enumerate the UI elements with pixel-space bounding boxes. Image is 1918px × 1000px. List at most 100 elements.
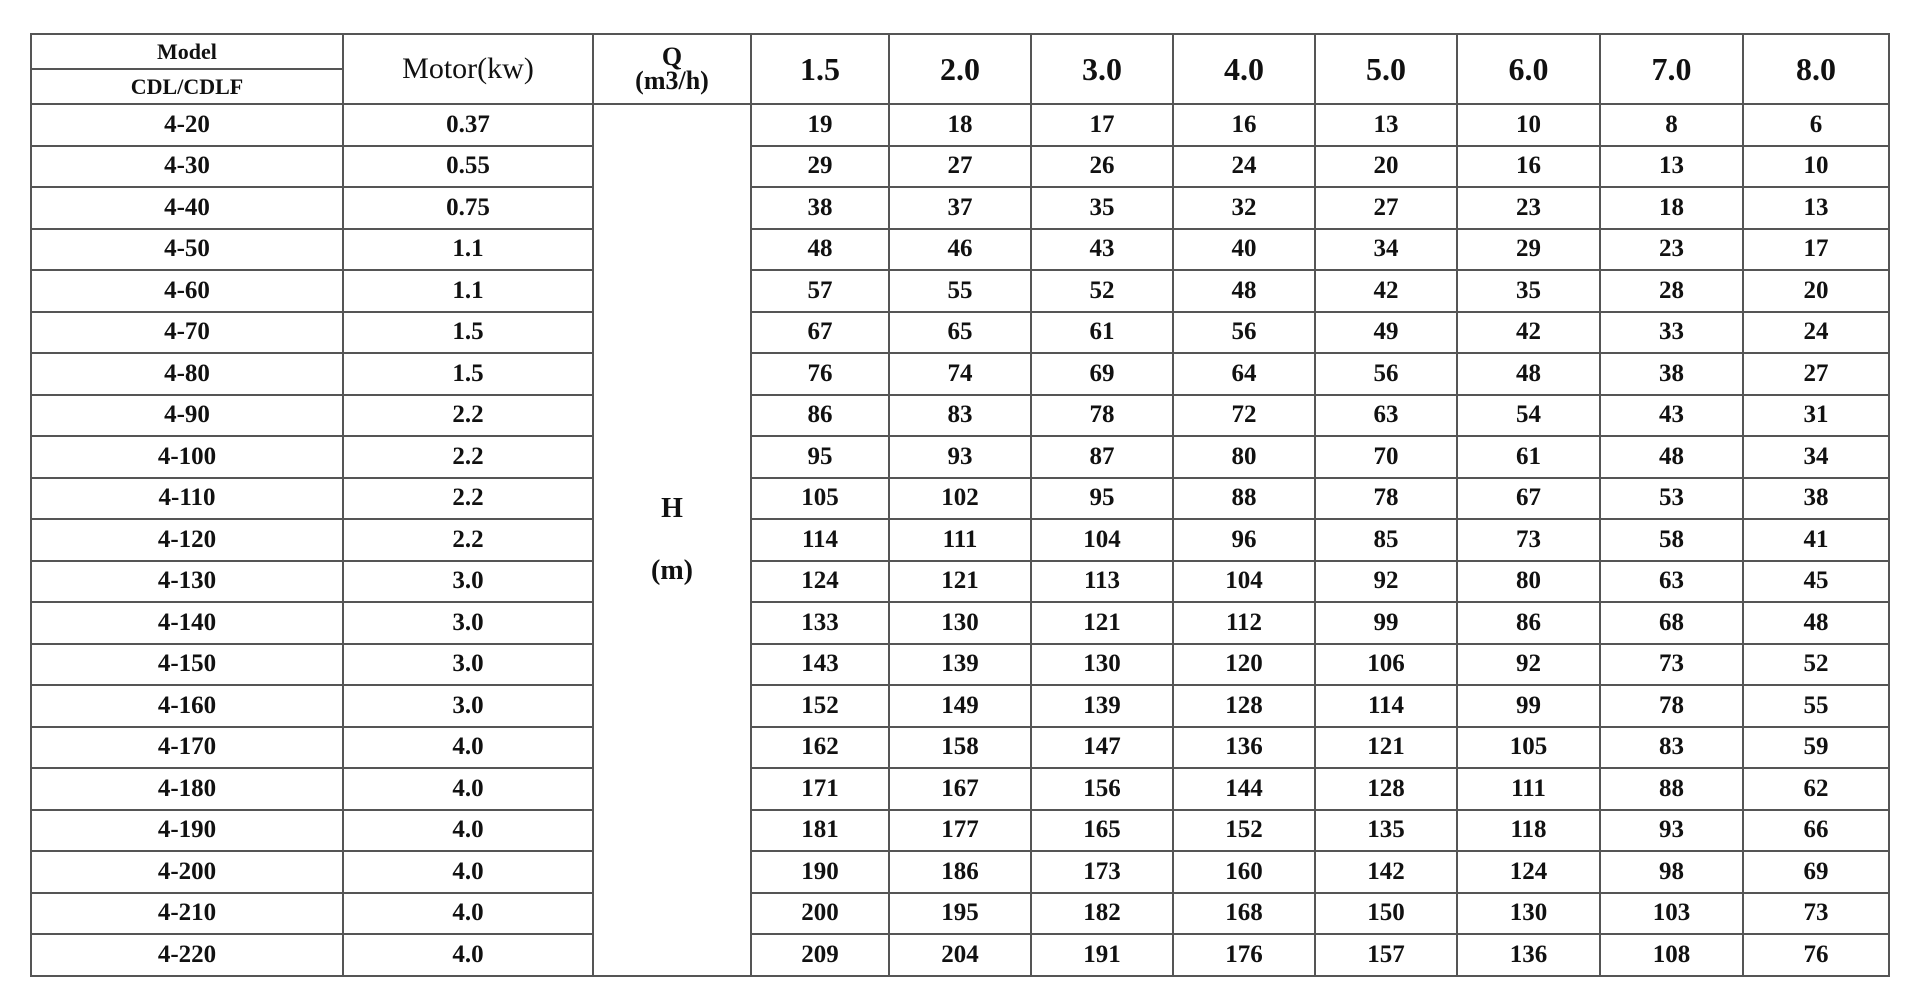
head-cell: 49 bbox=[1314, 310, 1458, 354]
head-cell: 167 bbox=[888, 767, 1032, 811]
head-cell: 139 bbox=[1030, 684, 1174, 728]
flow-header: 1.5 bbox=[750, 33, 890, 105]
head-cell: 152 bbox=[1172, 808, 1316, 852]
head-cell: 149 bbox=[888, 684, 1032, 728]
model-cell: 4-210 bbox=[30, 891, 344, 935]
head-cell: 8 bbox=[1599, 103, 1744, 147]
table-row: 4-40 0.75 38 37 35 32 27 23 18 13 bbox=[30, 186, 1890, 230]
q-label: Q bbox=[661, 42, 683, 71]
head-cell: 54 bbox=[1456, 393, 1601, 437]
head-cell: 34 bbox=[1314, 227, 1458, 271]
head-cell: 102 bbox=[888, 476, 1032, 520]
head-cell: 33 bbox=[1599, 310, 1744, 354]
head-cell: 190 bbox=[750, 850, 890, 894]
head-cell: 13 bbox=[1314, 103, 1458, 147]
head-cell: 191 bbox=[1030, 933, 1174, 977]
model-cell: 4-190 bbox=[30, 808, 344, 852]
head-cell: 99 bbox=[1456, 684, 1601, 728]
head-cell: 59 bbox=[1742, 725, 1890, 769]
head-cell: 76 bbox=[1742, 933, 1890, 977]
head-cell: 83 bbox=[888, 393, 1032, 437]
model-cell: 4-20 bbox=[30, 103, 344, 147]
head-cell: 48 bbox=[1742, 601, 1890, 645]
motor-cell: 2.2 bbox=[342, 435, 594, 479]
head-cell: 200 bbox=[750, 891, 890, 935]
head-cell: 16 bbox=[1172, 103, 1316, 147]
head-cell: 16 bbox=[1456, 144, 1601, 188]
head-cell: 147 bbox=[1030, 725, 1174, 769]
head-cell: 56 bbox=[1314, 352, 1458, 396]
head-cell: 52 bbox=[1742, 642, 1890, 686]
head-cell: 136 bbox=[1456, 933, 1601, 977]
motor-cell: 0.55 bbox=[342, 144, 594, 188]
head-cell: 144 bbox=[1172, 767, 1316, 811]
head-cell: 111 bbox=[888, 518, 1032, 562]
table-row: 4-210 4.0 200 195 182 168 150 130 103 73 bbox=[30, 891, 1890, 935]
head-cell: 85 bbox=[1314, 518, 1458, 562]
head-cell: 68 bbox=[1599, 601, 1744, 645]
table-row: 4-70 1.5 67 65 61 56 49 42 33 24 bbox=[30, 310, 1890, 354]
head-cell: 42 bbox=[1314, 269, 1458, 313]
head-cell: 152 bbox=[750, 684, 890, 728]
head-cell: 73 bbox=[1599, 642, 1744, 686]
motor-cell: 1.1 bbox=[342, 269, 594, 313]
motor-cell: 2.2 bbox=[342, 518, 594, 562]
table-row: 4-130 3.0 124 121 113 104 92 80 63 45 bbox=[30, 559, 1890, 603]
motor-cell: 4.0 bbox=[342, 725, 594, 769]
head-cell: 88 bbox=[1172, 476, 1316, 520]
head-cell: 76 bbox=[750, 352, 890, 396]
head-cell: 29 bbox=[750, 144, 890, 188]
head-cell: 86 bbox=[1456, 601, 1601, 645]
head-cell: 95 bbox=[750, 435, 890, 479]
table-row: 4-60 1.1 57 55 52 48 42 35 28 20 bbox=[30, 269, 1890, 313]
table-row: 4-90 2.2 86 83 78 72 63 54 43 31 bbox=[30, 393, 1890, 437]
model-cell: 4-90 bbox=[30, 393, 344, 437]
head-cell: 92 bbox=[1456, 642, 1601, 686]
motor-cell: 1.1 bbox=[342, 227, 594, 271]
table-row: 4-30 0.55 29 27 26 24 20 16 13 10 bbox=[30, 144, 1890, 188]
table-row: 4-220 4.0 209 204 191 176 157 136 108 76 bbox=[30, 933, 1890, 977]
head-cell: 130 bbox=[1030, 642, 1174, 686]
head-cell: 171 bbox=[750, 767, 890, 811]
head-cell: 176 bbox=[1172, 933, 1316, 977]
head-cell: 48 bbox=[1172, 269, 1316, 313]
head-cell: 156 bbox=[1030, 767, 1174, 811]
head-cell: 24 bbox=[1742, 310, 1890, 354]
q-unit: (m3/h) bbox=[635, 66, 709, 95]
head-cell: 53 bbox=[1599, 476, 1744, 520]
head-cell: 136 bbox=[1172, 725, 1316, 769]
head-cell: 10 bbox=[1456, 103, 1601, 147]
motor-cell: 3.0 bbox=[342, 642, 594, 686]
head-cell: 57 bbox=[750, 269, 890, 313]
model-cell: 4-220 bbox=[30, 933, 344, 977]
head-cell: 41 bbox=[1742, 518, 1890, 562]
head-cell: 120 bbox=[1172, 642, 1316, 686]
motor-cell: 2.2 bbox=[342, 476, 594, 520]
head-cell: 35 bbox=[1030, 186, 1174, 230]
table-row: 4-110 2.2 105 102 95 88 78 67 53 38 bbox=[30, 476, 1890, 520]
head-cell: 55 bbox=[1742, 684, 1890, 728]
head-cell: 56 bbox=[1172, 310, 1316, 354]
head-cell: 27 bbox=[888, 144, 1032, 188]
head-cell: 65 bbox=[888, 310, 1032, 354]
head-cell: 78 bbox=[1314, 476, 1458, 520]
head-cell: 10 bbox=[1742, 144, 1890, 188]
head-cell: 124 bbox=[1456, 850, 1601, 894]
head-cell: 182 bbox=[1030, 891, 1174, 935]
model-cell: 4-80 bbox=[30, 352, 344, 396]
head-cell: 48 bbox=[750, 227, 890, 271]
motor-cell: 3.0 bbox=[342, 601, 594, 645]
head-cell: 139 bbox=[888, 642, 1032, 686]
head-cell: 26 bbox=[1030, 144, 1174, 188]
head-cell: 142 bbox=[1314, 850, 1458, 894]
head-cell: 27 bbox=[1314, 186, 1458, 230]
head-cell: 34 bbox=[1742, 435, 1890, 479]
flow-header: 7.0 bbox=[1599, 33, 1744, 105]
head-cell: 61 bbox=[1456, 435, 1601, 479]
head-cell: 195 bbox=[888, 891, 1032, 935]
motor-cell: 0.37 bbox=[342, 103, 594, 147]
motor-header: Motor(kw) bbox=[342, 33, 594, 105]
head-cell: 204 bbox=[888, 933, 1032, 977]
head-cell: 73 bbox=[1742, 891, 1890, 935]
head-cell: 121 bbox=[1030, 601, 1174, 645]
